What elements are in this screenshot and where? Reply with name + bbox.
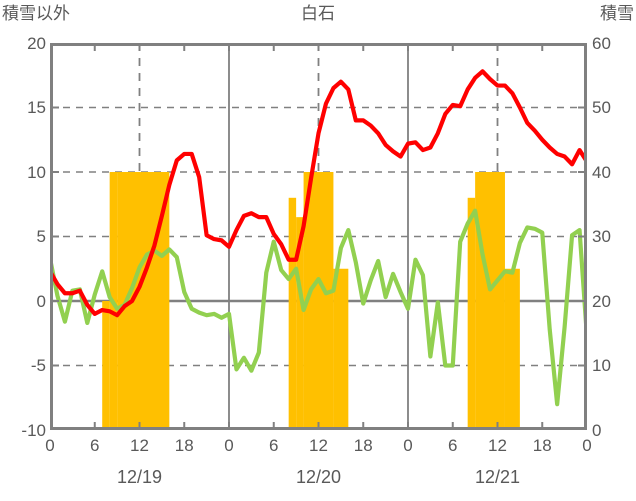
line-series xyxy=(50,69,587,430)
x-tick-2: 12 xyxy=(130,436,149,455)
x-tick-3: 18 xyxy=(174,436,194,455)
x-tick-6: 12 xyxy=(309,436,328,455)
x-tick-7: 18 xyxy=(353,436,373,455)
bar xyxy=(504,268,520,430)
x-tick-5: 6 xyxy=(269,436,279,455)
x-tick-11: 18 xyxy=(532,436,552,455)
x-tick-0: 0 xyxy=(45,436,55,455)
day-label-2: 12/20 xyxy=(295,467,342,487)
line-path xyxy=(50,208,587,407)
right-tick-50: 50 xyxy=(592,98,611,117)
right-tick-60: 60 xyxy=(592,34,611,53)
right-tick-0: 0 xyxy=(592,421,602,440)
bar xyxy=(467,197,476,430)
chart-title: 白石 xyxy=(301,4,335,23)
bar xyxy=(102,301,110,430)
right-tick-10: 10 xyxy=(592,356,611,375)
bar xyxy=(288,197,297,430)
left-axis-title: 積雪以外 xyxy=(2,4,70,23)
left-tick-0: 0 xyxy=(36,292,46,311)
day-label-3: 12/21 xyxy=(474,467,521,487)
left-tick-10: 10 xyxy=(27,163,46,182)
x-tick-4: 0 xyxy=(224,436,234,455)
left-tick-20: 20 xyxy=(27,34,46,53)
right-axis-title: 積雪 xyxy=(600,4,634,23)
x-tick-marks xyxy=(50,43,587,430)
right-tick-40: 40 xyxy=(592,163,611,182)
left-tick-15: 15 xyxy=(27,98,46,117)
left-tick-5: 5 xyxy=(36,227,46,246)
bar xyxy=(296,217,304,430)
bar xyxy=(333,268,349,430)
x-tick-12: 0 xyxy=(582,436,592,455)
x-tick-9: 6 xyxy=(448,436,458,455)
right-tick-20: 20 xyxy=(592,292,611,311)
line-path xyxy=(50,69,587,318)
day-label-1: 12/19 xyxy=(116,467,163,487)
x-tick-1: 6 xyxy=(90,436,100,455)
left-tick-neg10: -10 xyxy=(21,421,46,440)
plot-area xyxy=(50,43,587,430)
right-tick-30: 30 xyxy=(592,227,611,246)
x-tick-8: 0 xyxy=(403,436,413,455)
x-tick-10: 12 xyxy=(488,436,507,455)
left-tick-neg5: -5 xyxy=(30,356,46,375)
bar xyxy=(475,172,505,430)
